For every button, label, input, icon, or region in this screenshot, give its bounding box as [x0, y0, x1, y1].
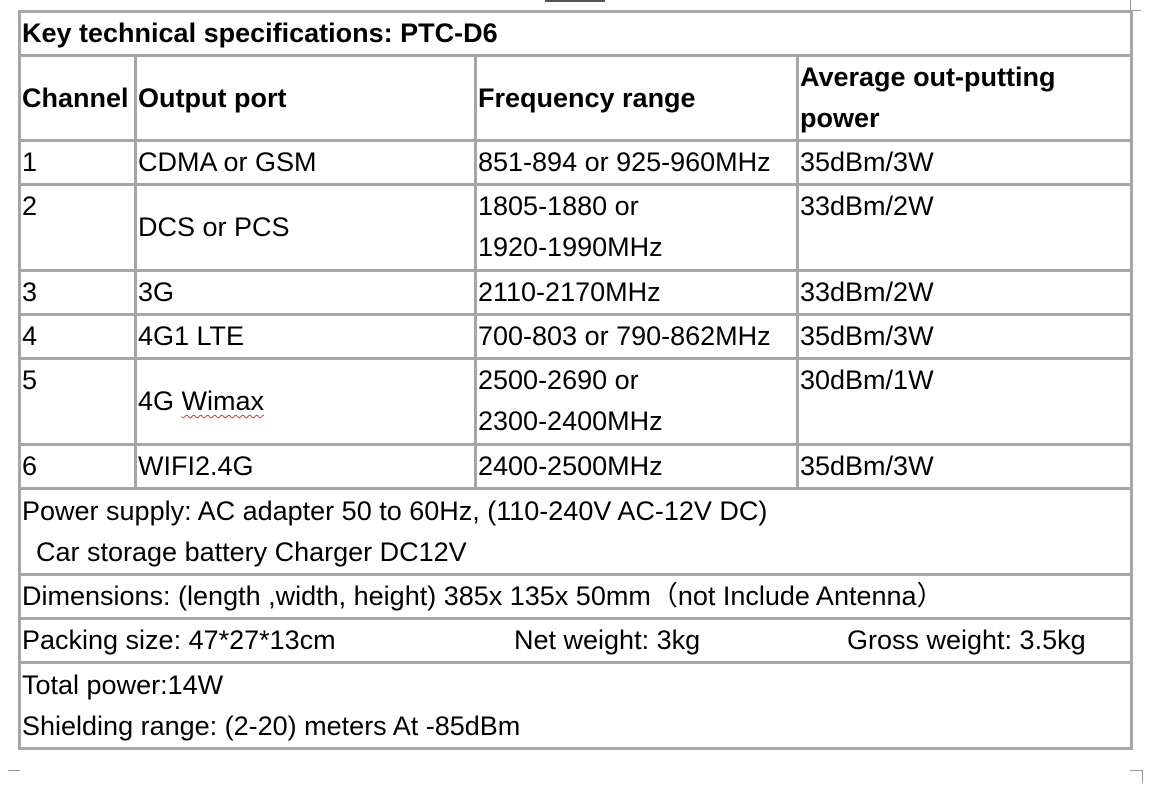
frequency-cell: 2110-2170MHz	[474, 269, 799, 316]
power-cell: 35dBm/3W	[795, 443, 1134, 490]
dimensions-row: Dimensions: (length ,width, height) 385x…	[17, 573, 1134, 620]
top-page-mark	[545, 0, 605, 2]
output-port-cell: 3G	[134, 269, 477, 316]
header-average-power: Average out-putting power	[795, 54, 1134, 142]
frequency-line: 2500-2690 or	[478, 365, 639, 395]
table-row: 3 3G 2110-2170MHz 33dBm/2W	[18, 269, 1134, 316]
channel-cell: 4	[18, 313, 137, 360]
power-cell: 33dBm/2W	[795, 269, 1134, 316]
frequency-cell: 700-803 or 790-862MHz	[474, 313, 799, 360]
channel-cell: 6	[18, 443, 137, 490]
frequency-cell: 851-894 or 925-960MHz	[474, 139, 799, 186]
output-port-cell: WIFI2.4G	[134, 443, 477, 490]
title-row: Key technical specifications: PTC-D6	[17, 10, 1134, 57]
net-weight: Net weight: 3kg	[514, 625, 701, 655]
frequency-line: 2300-2400MHz	[478, 406, 663, 436]
frequency-line: 1805-1880 or	[478, 191, 639, 221]
power-cell: 33dBm/2W	[795, 183, 1134, 272]
channel-cell: 2	[18, 183, 137, 272]
power-supply-line: Power supply: AC adapter 50 to 60Hz, (11…	[22, 495, 768, 526]
packing-size: Packing size: 47*27*13cm	[22, 625, 336, 655]
power-cell: 35dBm/3W	[795, 313, 1134, 360]
spec-table: Key technical specifications: PTC-D6 Cha…	[17, 10, 1134, 750]
output-port-prefix: 4G	[138, 386, 182, 416]
power-supply-battery: Car storage battery Charger DC12V	[36, 536, 467, 567]
channel-cell: 3	[18, 269, 137, 316]
dimensions-cell: Dimensions: (length ,width, height) 385x…	[17, 573, 1134, 620]
channel-cell: 5	[18, 357, 137, 446]
gross-weight: Gross weight: 3.5kg	[847, 625, 1086, 655]
packing-cell: Packing size: 47*27*13cm Net weight: 3kg G…	[17, 617, 1134, 664]
header-channel: Channel	[18, 54, 137, 142]
total-power: Total power:14W	[22, 669, 224, 700]
power-cell: 30dBm/1W	[795, 357, 1134, 446]
table-row: 4 4G1 LTE 700-803 or 790-862MHz 35dBm/3W	[18, 313, 1134, 360]
shielding-range: Shielding range: (2-20) meters At -85dBm	[22, 710, 521, 741]
output-port-cell: 4G1 LTE	[134, 313, 477, 360]
header-row: Channel Output port Frequency range Aver…	[18, 54, 1134, 142]
power-cell: 35dBm/3W	[795, 139, 1134, 186]
table-title: Key technical specifications: PTC-D6	[17, 10, 1134, 57]
table-row: 2 DCS or PCS 1805-1880 or 1920-1990MHz 3…	[18, 183, 1134, 272]
page-corner-mark	[1130, 0, 1141, 11]
frequency-cell: 1805-1880 or 1920-1990MHz	[474, 183, 799, 272]
frequency-cell: 2500-2690 or 2300-2400MHz	[474, 357, 799, 446]
channel-cell: 1	[18, 139, 137, 186]
table-row: 6 WIFI2.4G 2400-2500MHz 35dBm/3W	[18, 443, 1134, 490]
table-row: 5 4G Wimax 2500-2690 or 2300-2400MHz 30d…	[18, 357, 1134, 446]
frequency-cell: 2400-2500MHz	[474, 443, 799, 490]
total-cell: Total power:14W Shielding range: (2-20) …	[17, 661, 1134, 750]
page-corner-mark	[8, 770, 20, 771]
power-supply-line: Car storage battery Charger DC12V	[23, 532, 1129, 572]
header-output-port: Output port	[134, 54, 477, 142]
output-port-cell: CDMA or GSM	[134, 139, 477, 186]
page-corner-mark	[1130, 770, 1143, 783]
power-supply-row: Power supply: AC adapter 50 to 60Hz, (11…	[17, 487, 1134, 576]
output-port-cell: DCS or PCS	[134, 183, 477, 272]
total-row: Total power:14W Shielding range: (2-20) …	[17, 661, 1134, 750]
table-row: 1 CDMA or GSM 851-894 or 925-960MHz 35dB…	[18, 139, 1134, 186]
spellcheck-word: Wimax	[181, 386, 265, 416]
output-port-cell: 4G Wimax	[134, 357, 477, 446]
header-frequency-range: Frequency range	[474, 54, 799, 142]
power-supply-cell: Power supply: AC adapter 50 to 60Hz, (11…	[17, 487, 1134, 576]
frequency-line: 1920-1990MHz	[478, 232, 663, 262]
packing-row: Packing size: 47*27*13cm Net weight: 3kg G…	[17, 617, 1134, 664]
